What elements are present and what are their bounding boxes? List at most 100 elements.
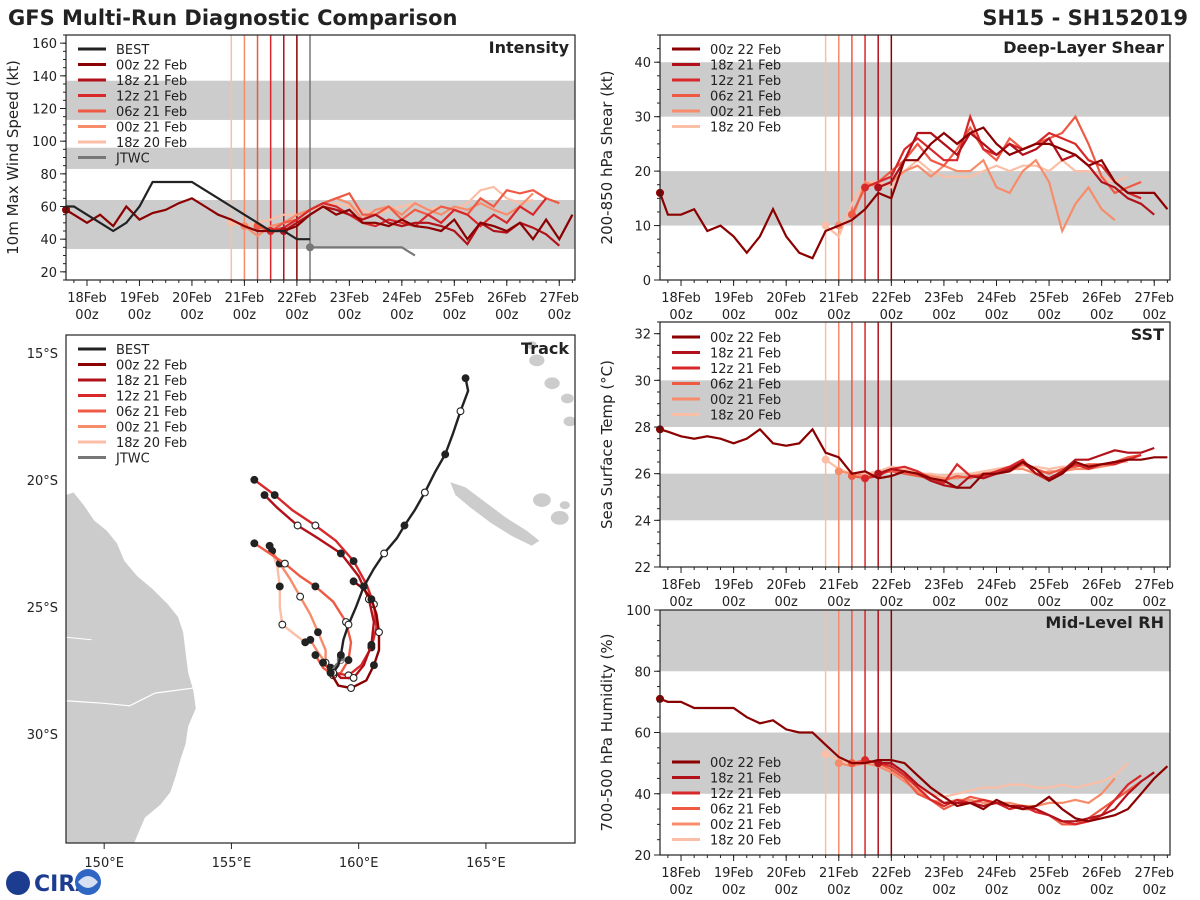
shear-title: Deep-Layer Shear [1003,38,1164,57]
shear-panel: 0 10 20 30 40 18Feb 00z 19Feb 00z 20Feb 00z 21Feb 00… [598,34,1174,323]
shear-ytick-label: 40 [634,56,651,71]
track-position-marker [336,549,345,558]
track-legend-label: BEST [116,343,149,358]
sst-ytick-label: 30 [634,374,651,389]
intensity-xtick-sub: 00z [390,308,414,323]
track-position-marker [270,491,279,499]
intensity-xtick-label: 23Feb [330,291,370,306]
shear-xtick-label: 27Feb [1134,291,1174,306]
sst-init-point [874,469,883,478]
sst-xtick-label: 27Feb [1134,578,1174,593]
sst-xtick-label: 21Feb [819,578,859,593]
intensity-ytick-label: 80 [40,168,57,183]
shear-xtick-label: 19Feb [714,291,754,306]
rh-xtick-sub: 00z [880,883,904,898]
intensity-panel: 20 40 60 80 100 120 140 160 18Feb 00z 19Feb 00z 20Fe… [4,34,579,323]
australia-land [66,492,196,843]
sst-ylabel: Sea Surface Temp (°C) [598,360,616,529]
shear-legend-label: 06z 21 Feb [710,90,781,105]
rh-xtick-label: 26Feb [1082,866,1122,881]
rh-ytick-label: 40 [634,788,651,803]
shear-legend-label: 12z 21 Feb [710,74,781,89]
intensity-band [66,80,575,120]
shear-ytick-label: 10 [634,220,651,235]
sst-xtick-label: 19Feb [714,578,754,593]
shear-ylabel: 200-850 hPa Shear (kt) [598,71,616,245]
rh-ytick-label: 80 [634,665,651,680]
intensity-ytick-label: 140 [32,70,57,85]
sst-ytick-label: 26 [634,468,651,483]
track-position-marker [347,684,355,693]
intensity-xtick-sub: 00z [233,308,257,323]
shear-series-line [660,126,1169,260]
rh-xtick-label: 25Feb [1029,866,1069,881]
intensity-series-line [310,246,416,257]
shear-ytick-label: 20 [634,165,651,180]
intensity-ylabel: 10m Max Wind Speed (kt) [4,60,22,255]
track-position-marker [420,488,429,497]
shear-xtick-sub: 00z [985,308,1009,323]
rh-legend-label: 18z 20 Feb [710,834,781,849]
rh-xtick-label: 19Feb [714,866,754,881]
track-series-line [330,377,470,674]
rh-legend-label: 18z 21 Feb [710,772,781,787]
shear-xtick-sub: 00z [1143,308,1167,323]
shear-xtick-sub: 00z [880,308,904,323]
rh-xtick-label: 23Feb [924,866,964,881]
shear-init-point [847,210,856,219]
sst-series-line [864,453,1142,485]
state-border [66,687,194,707]
shear-init-point [874,183,883,192]
sst-init-point [821,455,830,464]
track-position-marker [367,595,376,604]
shear-init-point [821,221,830,230]
sst-xtick-label: 23Feb [924,578,964,593]
intensity-xtick-label: 21Feb [225,291,265,306]
cira-logo: CIRA [6,869,101,897]
intensity-xtick-label: 22Feb [277,291,317,306]
shear-xtick-sub: 00z [1090,308,1114,323]
track-position-marker [319,658,327,667]
rh-series-line [864,759,1142,826]
sst-legend-label: 00z 21 Feb [710,393,781,408]
island-land [563,416,575,427]
rh-xtick-sub: 00z [774,883,798,898]
track-title: Track [521,339,569,358]
track-series-line [271,550,327,667]
sst-xtick-label: 24Feb [977,578,1017,593]
track-position-marker [314,628,322,637]
track-position-marker [278,620,287,629]
track-position-marker [280,559,289,568]
track-position-marker [296,592,305,601]
island-land [550,511,569,525]
sst-legend-label: 00z 22 Feb [710,331,781,346]
intensity-xtick-label: 25Feb [435,291,475,306]
sst-legend-label: 06z 21 Feb [710,378,781,393]
shear-ytick-label: 0 [643,274,651,289]
track-xtick-label: 160°E [339,856,379,871]
track-position-marker [359,582,368,591]
rh-xtick-sub: 00z [1143,883,1167,898]
sst-panel: 22 24 26 28 30 32 18Feb 00z 19Feb 00z 20Feb 00z 21Fe… [598,321,1174,610]
intensity-xtick-sub: 00z [548,308,572,323]
track-xtick-label: 165°E [466,856,506,871]
sst-xtick-sub: 00z [774,595,798,610]
track-ytick-label: 25°S [27,601,58,616]
sst-xtick-sub: 00z [827,595,851,610]
shear-band [660,62,1170,117]
intensity-legend-label: 00z 22 Feb [116,59,187,74]
track-position-marker [456,407,465,416]
track-position-marker [293,521,302,530]
rh-xtick-label: 18Feb [661,866,701,881]
rh-xtick-sub: 00z [932,883,956,898]
shear-legend-label: 18z 20 Feb [710,121,781,136]
intensity-ytick-label: 120 [32,103,57,118]
shear-xtick-label: 26Feb [1082,291,1122,306]
sst-ytick-label: 28 [634,421,651,436]
shear-ytick-label: 30 [634,111,651,126]
rh-panel: 20 40 60 80 100 18Feb 00z 19Feb 00z 20Feb 00z 21Feb… [598,604,1174,898]
track-position-marker [461,374,470,383]
rh-xtick-label: 22Feb [872,866,912,881]
sst-ytick-label: 24 [634,514,651,529]
rh-xtick-sub: 00z [1090,883,1114,898]
